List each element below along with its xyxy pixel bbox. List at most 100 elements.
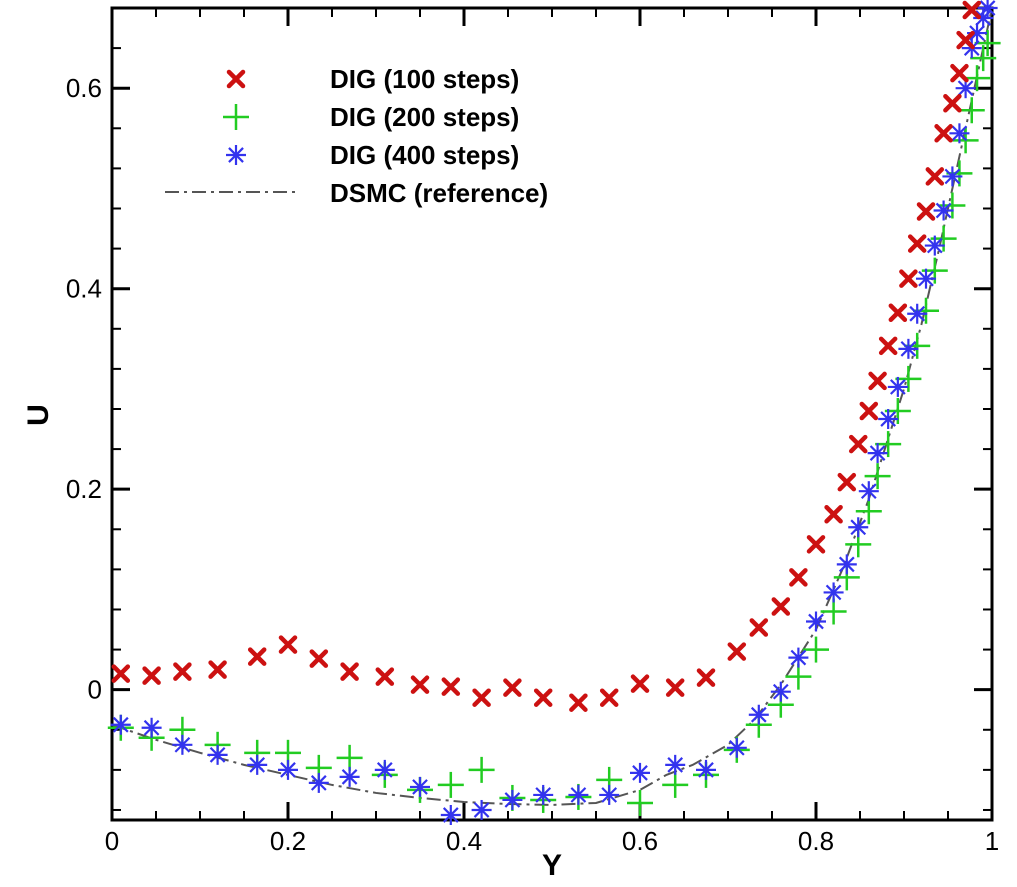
data-point-x	[472, 688, 491, 707]
data-point-x	[749, 618, 769, 637]
data-point-asterisk	[502, 789, 523, 810]
data-point-x	[503, 678, 522, 697]
data-point-plus	[437, 771, 464, 798]
dsmc-reference-line	[111, 7, 993, 806]
data-point-asterisk	[110, 714, 131, 735]
data-point-asterisk	[308, 772, 329, 793]
data-point-asterisk	[172, 734, 193, 755]
data-point-x	[806, 535, 826, 554]
data-point-x	[925, 167, 945, 186]
data-point-asterisk	[630, 762, 650, 783]
data-point-x	[309, 649, 329, 668]
data-point-x	[208, 660, 227, 679]
data-point-plus	[875, 431, 902, 458]
data-point-x	[888, 303, 908, 323]
x-tick-labels: 0 0.2 0.4 0.6 0.8 1	[105, 826, 999, 856]
data-point-asterisk	[533, 784, 554, 805]
data-point-asterisk	[967, 23, 988, 44]
data-point-asterisk	[247, 754, 268, 775]
legend: DIG (100 steps) DIG (200 steps) DIG (400…	[165, 64, 548, 208]
data-point-plus	[855, 498, 882, 525]
x-tick-label: 0.2	[270, 826, 306, 856]
reference-line-layer	[111, 7, 993, 806]
x-tick-label: 1	[985, 826, 999, 856]
legend-asterisk-icon	[226, 145, 246, 165]
legend-marker-plus	[223, 104, 249, 130]
data-point-x	[375, 667, 395, 686]
data-point-plus	[468, 756, 495, 783]
data-point-asterisk	[806, 611, 826, 632]
legend-x-icon	[226, 69, 246, 89]
data-point-x	[630, 674, 650, 693]
data-point-plus	[864, 463, 891, 490]
legend-label-200: DIG (200 steps)	[330, 102, 519, 132]
data-point-plus	[803, 636, 829, 663]
data-point-asterisk	[788, 647, 809, 668]
data-point-plus	[336, 744, 363, 771]
legend-item-dsmc: DSMC (reference)	[165, 178, 548, 208]
data-point-x	[848, 434, 868, 454]
data-point-x	[340, 662, 359, 681]
data-point-asterisk	[207, 744, 228, 765]
x-tick-label: 0	[105, 826, 119, 856]
legend-plus-icon	[223, 104, 249, 130]
data-point-asterisk	[278, 759, 298, 780]
legend-marker-x	[226, 69, 246, 89]
data-point-plus	[627, 789, 653, 816]
data-point-x	[142, 666, 161, 685]
x-tick-label: 0.8	[798, 826, 834, 856]
data-point-x	[824, 504, 843, 524]
data-point-plus	[964, 65, 991, 92]
data-point-x	[665, 678, 685, 697]
data-point-plus	[970, 45, 997, 72]
data-point-asterisk	[942, 166, 963, 187]
data-point-asterisk	[887, 376, 908, 397]
legend-label-dsmc: DSMC (reference)	[330, 178, 548, 208]
data-point-asterisk	[949, 123, 970, 144]
data-point-asterisk	[696, 759, 716, 780]
y-axis-title: U	[22, 404, 55, 426]
data-point-asterisk	[410, 776, 430, 797]
data-point-asterisk	[898, 338, 919, 359]
marker-layer	[107, 0, 1001, 825]
data-point-x	[111, 664, 131, 683]
data-point-asterisk	[141, 717, 162, 738]
data-point-asterisk	[848, 517, 869, 538]
y-tick-label: 0.6	[66, 73, 102, 103]
data-point-x	[247, 647, 267, 666]
data-point-x	[533, 688, 553, 707]
data-point-x	[934, 124, 953, 143]
data-point-x	[696, 668, 716, 687]
data-point-x	[916, 202, 936, 221]
data-point-asterisk	[916, 268, 936, 289]
data-point-asterisk	[823, 582, 844, 603]
data-point-x	[278, 635, 298, 654]
data-point-plus	[958, 97, 985, 124]
x-axis-title: Y	[542, 849, 562, 882]
data-point-asterisk	[374, 759, 395, 780]
data-point-x	[727, 642, 747, 661]
data-point-asterisk	[568, 784, 589, 805]
y-tick-labels: 0 0.2 0.4 0.6	[66, 73, 102, 704]
data-point-x	[899, 269, 918, 288]
data-point-asterisk	[748, 704, 769, 725]
legend-item-200: DIG (200 steps)	[223, 102, 519, 132]
data-point-x	[569, 693, 588, 712]
data-point-x	[943, 93, 962, 113]
axis-ticks	[110, 7, 994, 820]
data-point-plus	[785, 663, 812, 690]
data-point-asterisk	[924, 235, 945, 256]
data-point-asterisk	[471, 799, 492, 820]
data-point-asterisk	[770, 681, 791, 702]
data-point-x	[907, 234, 927, 253]
data-point-x	[441, 677, 461, 696]
plot-frame	[110, 6, 994, 822]
data-point-x	[956, 30, 975, 50]
data-point-asterisk	[867, 443, 888, 464]
data-point-plus	[662, 771, 689, 798]
legend-label-100: DIG (100 steps)	[330, 64, 519, 94]
legend-item-100: DIG (100 steps)	[226, 64, 519, 94]
data-point-asterisk	[977, 0, 998, 18]
data-point-plus	[820, 598, 847, 625]
data-point-asterisk	[878, 409, 899, 430]
